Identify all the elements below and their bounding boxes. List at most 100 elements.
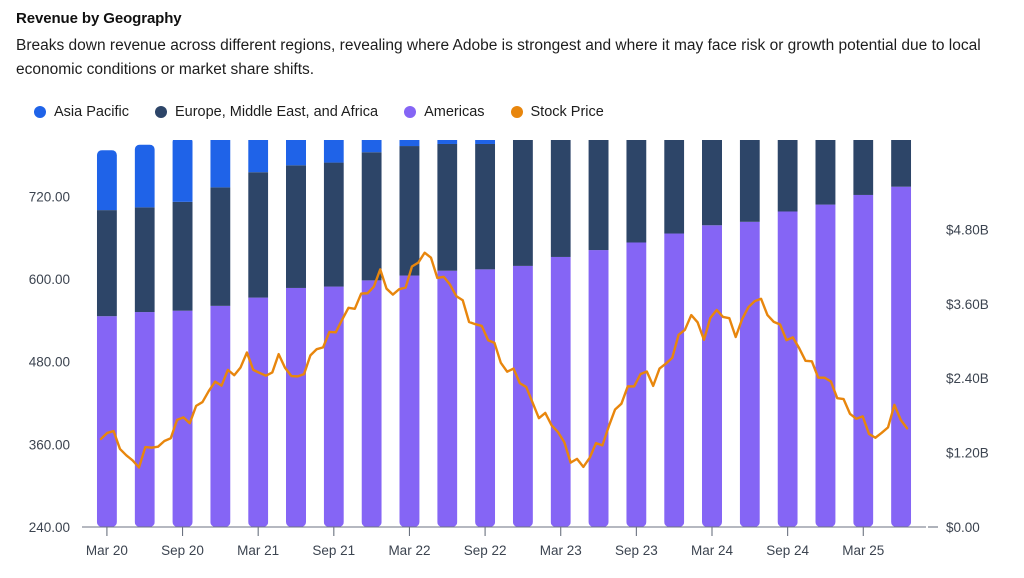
- bar-segment[interactable]: [172, 201, 193, 311]
- bar-segment[interactable]: [96, 210, 117, 317]
- bar-column[interactable]: [664, 140, 685, 527]
- bar-segment[interactable]: [248, 140, 269, 173]
- bar-column[interactable]: [96, 150, 117, 527]
- bar-segment[interactable]: [286, 140, 306, 166]
- legend-item-label: Asia Pacific: [54, 104, 129, 120]
- bar-segment[interactable]: [475, 269, 496, 527]
- bar-segment[interactable]: [853, 194, 874, 527]
- bar-segment[interactable]: [323, 162, 344, 287]
- x-axis-tick-label: Mar 21: [237, 543, 279, 558]
- bar-column[interactable]: [361, 140, 382, 527]
- bar-column[interactable]: [286, 140, 306, 527]
- bar-segment[interactable]: [626, 242, 647, 527]
- bar-column[interactable]: [512, 140, 533, 527]
- bar-column[interactable]: [853, 140, 874, 527]
- bar-segment[interactable]: [588, 140, 609, 251]
- bar-segment[interactable]: [134, 144, 155, 208]
- right-axis-tick-label: $4.80B: [946, 222, 989, 237]
- bar-column[interactable]: [475, 140, 496, 527]
- bar-column[interactable]: [399, 140, 420, 527]
- bar-segment[interactable]: [248, 297, 269, 527]
- x-axis-tick-label: Sep 20: [161, 543, 204, 558]
- bar-segment[interactable]: [399, 275, 420, 527]
- bar-segment[interactable]: [815, 140, 836, 205]
- bar-segment[interactable]: [739, 140, 760, 222]
- bar-column[interactable]: [891, 140, 912, 527]
- bar-segment[interactable]: [361, 152, 382, 281]
- bar-segment[interactable]: [437, 270, 458, 527]
- bar-segment[interactable]: [626, 140, 647, 243]
- right-axis-tick-labels: $0.00 $1.20B $2.40B $3.60B $4.80B: [946, 222, 989, 535]
- bar-column[interactable]: [248, 140, 269, 527]
- bar-segment[interactable]: [739, 221, 760, 528]
- bar-column[interactable]: [702, 140, 722, 527]
- bar-segment[interactable]: [172, 140, 193, 202]
- x-axis-tick-label: Sep 21: [312, 543, 355, 558]
- bar-segment[interactable]: [399, 146, 420, 276]
- bar-segment[interactable]: [891, 186, 912, 527]
- bar-column[interactable]: [134, 144, 155, 527]
- bar-segment[interactable]: [437, 140, 458, 144]
- bar-column[interactable]: [777, 140, 798, 527]
- chart-legend: Asia Pacific Europe, Middle East, and Afr…: [16, 104, 1008, 120]
- bar-segment[interactable]: [361, 140, 382, 153]
- bar-column[interactable]: [210, 140, 231, 527]
- x-axis-tick-label: Sep 22: [464, 543, 507, 558]
- right-axis-tick-label: $0.00: [946, 520, 980, 535]
- x-axis-tick-label: Sep 24: [766, 543, 809, 558]
- bar-segment[interactable]: [286, 287, 306, 527]
- bar-segment[interactable]: [323, 286, 344, 527]
- bar-segment[interactable]: [210, 140, 231, 188]
- legend-item[interactable]: Stock Price: [510, 104, 604, 120]
- bar-segment[interactable]: [588, 250, 609, 528]
- legend-item[interactable]: Europe, Middle East, and Africa: [154, 104, 378, 120]
- bar-segment[interactable]: [323, 140, 344, 163]
- legend-swatch-icon: [34, 106, 46, 118]
- bar-segment[interactable]: [96, 150, 117, 211]
- bar-segment[interactable]: [210, 187, 231, 306]
- bar-segment[interactable]: [399, 140, 420, 147]
- stock-price-line[interactable]: [99, 251, 909, 469]
- bar-column[interactable]: [739, 140, 760, 528]
- bar-segment[interactable]: [134, 312, 155, 527]
- bar-column[interactable]: [550, 140, 571, 527]
- bar-segment[interactable]: [134, 207, 155, 313]
- bar-segment[interactable]: [815, 204, 836, 527]
- bar-segment[interactable]: [777, 140, 798, 212]
- bar-column[interactable]: [588, 140, 609, 528]
- bar-segment[interactable]: [475, 140, 496, 144]
- bar-column[interactable]: [815, 140, 836, 527]
- bar-segment[interactable]: [512, 140, 533, 266]
- bar-segment[interactable]: [550, 140, 571, 257]
- bar-segment[interactable]: [286, 165, 306, 288]
- bar-segment[interactable]: [702, 140, 722, 226]
- bar-segment[interactable]: [550, 256, 571, 527]
- x-axis-tick-label: Mar 24: [691, 543, 734, 558]
- left-axis-tick-label: 240.00: [29, 520, 70, 535]
- bar-segment[interactable]: [210, 305, 231, 527]
- bar-segment[interactable]: [777, 211, 798, 527]
- bar-segment[interactable]: [853, 140, 874, 195]
- bar-segment[interactable]: [437, 143, 458, 271]
- left-axis-tick-labels: 240.00 360.00 480.00 600.00 720.00: [29, 189, 70, 535]
- axes-group: [82, 526, 938, 536]
- bar-segment[interactable]: [475, 143, 496, 270]
- x-axis-tick-label: Sep 23: [615, 543, 658, 558]
- bar-segment[interactable]: [361, 280, 382, 527]
- bar-segment[interactable]: [891, 140, 912, 187]
- bar-segment[interactable]: [702, 225, 722, 527]
- left-axis-tick-label: 720.00: [29, 189, 70, 204]
- bar-segment[interactable]: [664, 140, 685, 234]
- bar-segment[interactable]: [664, 233, 685, 527]
- bar-segment[interactable]: [248, 172, 269, 298]
- bar-column[interactable]: [437, 140, 458, 527]
- legend-item[interactable]: Asia Pacific: [34, 104, 129, 120]
- bar-column[interactable]: [172, 140, 193, 527]
- legend-item[interactable]: Americas: [404, 104, 485, 120]
- bar-column[interactable]: [323, 140, 344, 527]
- chart-subtitle: Breaks down revenue across different reg…: [16, 37, 981, 78]
- bar-column[interactable]: [626, 140, 647, 527]
- bar-segment[interactable]: [512, 265, 533, 527]
- bar-segment[interactable]: [96, 316, 117, 527]
